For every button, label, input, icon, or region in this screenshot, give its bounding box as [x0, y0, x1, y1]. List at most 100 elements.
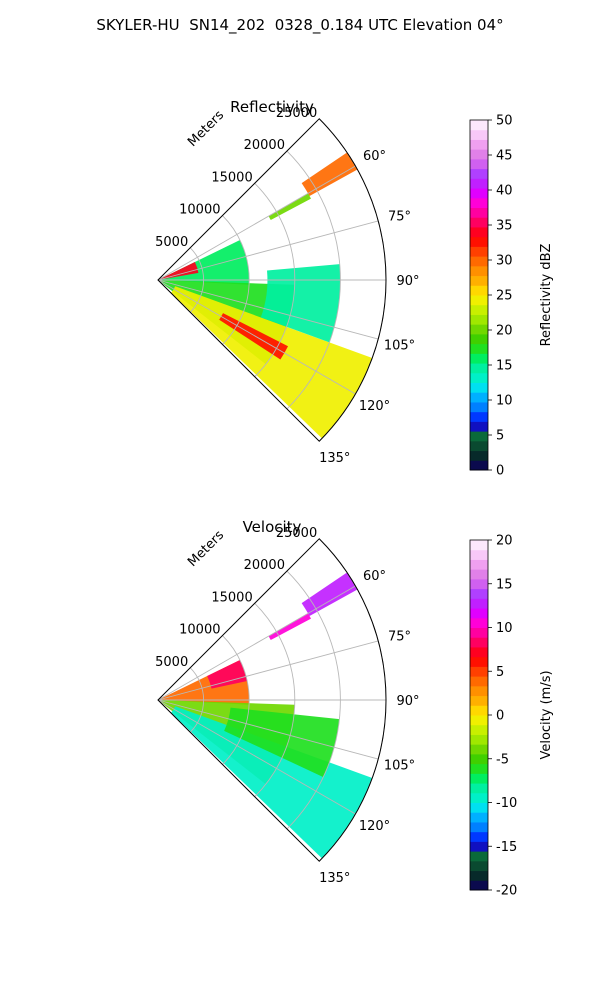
- colorbar-swatch: [470, 724, 488, 735]
- azimuth-spoke-4: [157, 699, 356, 815]
- radial-tick-label: 10000: [179, 203, 220, 218]
- colorbar-tick-label: -5: [496, 752, 509, 767]
- colorbar-swatch: [470, 197, 488, 208]
- colorbar-swatch: [470, 608, 488, 619]
- colorbar: -20 -15 -10 -5 0 5 10 15 20 Velocity (m/s): [469, 534, 554, 899]
- colorbar-swatch: [470, 460, 488, 471]
- radial-tick-label: 15000: [211, 170, 252, 185]
- azimuth-tick-label: 60°: [363, 149, 386, 164]
- colorbar-swatch: [470, 275, 488, 286]
- azimuth-spoke-0: [157, 585, 356, 701]
- colorbar-swatch: [470, 870, 488, 881]
- colorbar-swatch: [470, 549, 488, 560]
- azimuth-tick-label: 135°: [319, 451, 350, 466]
- colorbar-tick-label: 5: [496, 429, 504, 444]
- azimuth-spoke-4: [157, 279, 356, 395]
- colorbar-swatch: [470, 578, 488, 590]
- colorbar-tick-label: 15: [496, 577, 513, 592]
- colorbar-swatch: [470, 372, 488, 383]
- echo-region-0: [301, 572, 358, 616]
- colorbar-swatch: [470, 120, 488, 131]
- echo-region-1: [268, 193, 311, 221]
- colorbar-swatch: [470, 217, 488, 228]
- sector-frame: [157, 118, 387, 442]
- colorbar-swatch: [470, 656, 488, 667]
- radial-tick-label: 15000: [211, 590, 252, 605]
- colorbar-swatch: [470, 851, 488, 862]
- colorbar-label: Reflectivity dBZ: [539, 244, 554, 347]
- colorbar-tick-label: -20: [496, 884, 517, 899]
- colorbar-tick-label: 25: [496, 289, 513, 304]
- colorbar-swatch: [470, 617, 488, 628]
- colorbar-swatch: [470, 178, 488, 189]
- colorbar-swatch: [470, 382, 488, 393]
- azimuth-tick-label: 135°: [319, 871, 350, 886]
- colorbar-tick-label: 0: [496, 709, 504, 724]
- colorbar-label: Velocity (m/s): [539, 670, 554, 759]
- azimuth-tick-label: 120°: [359, 399, 390, 414]
- colorbar-tick-label: -10: [496, 796, 517, 811]
- colorbar-swatch: [470, 753, 488, 765]
- colorbar-swatch: [470, 666, 488, 677]
- azimuth-spoke-1: [157, 220, 379, 281]
- colorbar-swatch: [470, 363, 488, 374]
- colorbar-tick-label: 20: [496, 534, 513, 549]
- radial-axis-label: Meters: [185, 528, 227, 570]
- colorbar-tick-label: 20: [496, 324, 513, 339]
- azimuth-tick-label: 105°: [384, 339, 415, 354]
- colorbar-swatch: [470, 540, 488, 551]
- colorbar-tick-label: 50: [496, 114, 513, 129]
- colorbar-swatch: [470, 860, 488, 872]
- colorbar-swatch: [470, 821, 488, 833]
- colorbar-swatch: [470, 880, 488, 891]
- radial-tick-label: 25000: [276, 526, 317, 541]
- echo-region-0: [301, 152, 358, 196]
- colorbar-swatch: [470, 440, 488, 452]
- colorbar-swatch: [470, 139, 488, 150]
- colorbar-tick-label: 5: [496, 665, 504, 680]
- colorbar-swatch: [470, 411, 488, 422]
- echo-region-3: [207, 660, 248, 689]
- echo-region-5: [171, 286, 373, 439]
- reflectivity-panel: Reflectivity 5000 10000 15000 20000 25000 Mete…: [155, 98, 554, 479]
- colorbar-swatch: [470, 246, 488, 257]
- colorbar-swatch: [470, 792, 488, 803]
- colorbar-swatch: [470, 149, 488, 160]
- colorbar-swatch: [470, 421, 488, 432]
- azimuth-tick-label: 75°: [388, 209, 411, 224]
- radial-tick-label: 10000: [179, 623, 220, 638]
- colorbar-swatch: [470, 285, 488, 296]
- colorbar-tick-label: 35: [496, 219, 513, 234]
- echo-region-3: [158, 262, 199, 280]
- velocity-panel: Velocity 5000 10000 15000 20000 25000 Meters 60…: [155, 518, 554, 899]
- azimuth-tick-label: 90°: [396, 694, 419, 709]
- colorbar-swatch: [470, 559, 488, 570]
- colorbar-swatch: [470, 705, 488, 716]
- colorbar-tick-label: 0: [496, 464, 504, 479]
- radial-tick-label: 5000: [155, 235, 188, 250]
- colorbar-swatch: [470, 188, 488, 199]
- colorbar-swatch: [470, 627, 488, 638]
- sector-frame: [157, 538, 387, 862]
- azimuth-spoke-3: [157, 279, 379, 340]
- colorbar-swatch: [470, 158, 488, 170]
- colorbar-swatch: [470, 207, 488, 218]
- colorbar-swatch: [470, 812, 488, 823]
- colorbar-swatch: [470, 773, 488, 784]
- colorbar-swatch: [470, 353, 488, 364]
- colorbar-swatch: [470, 450, 488, 461]
- colorbar-swatch: [470, 265, 488, 277]
- colorbar-tick-label: -15: [496, 840, 517, 855]
- chart-title: Reflectivity: [230, 98, 314, 116]
- azimuth-tick-label: 120°: [359, 819, 390, 834]
- echo-region-6: [219, 313, 289, 360]
- colorbar-swatch: [470, 324, 488, 335]
- colorbar-swatch: [470, 841, 488, 852]
- radial-axis-label: Meters: [185, 108, 227, 150]
- colorbar-tick-label: 10: [496, 394, 513, 409]
- radial-tick-label: 20000: [244, 558, 285, 573]
- chart-title: Velocity: [243, 518, 302, 536]
- colorbar-swatch: [470, 646, 488, 658]
- colorbar-swatch: [470, 401, 488, 413]
- colorbar-tick-label: 15: [496, 359, 513, 374]
